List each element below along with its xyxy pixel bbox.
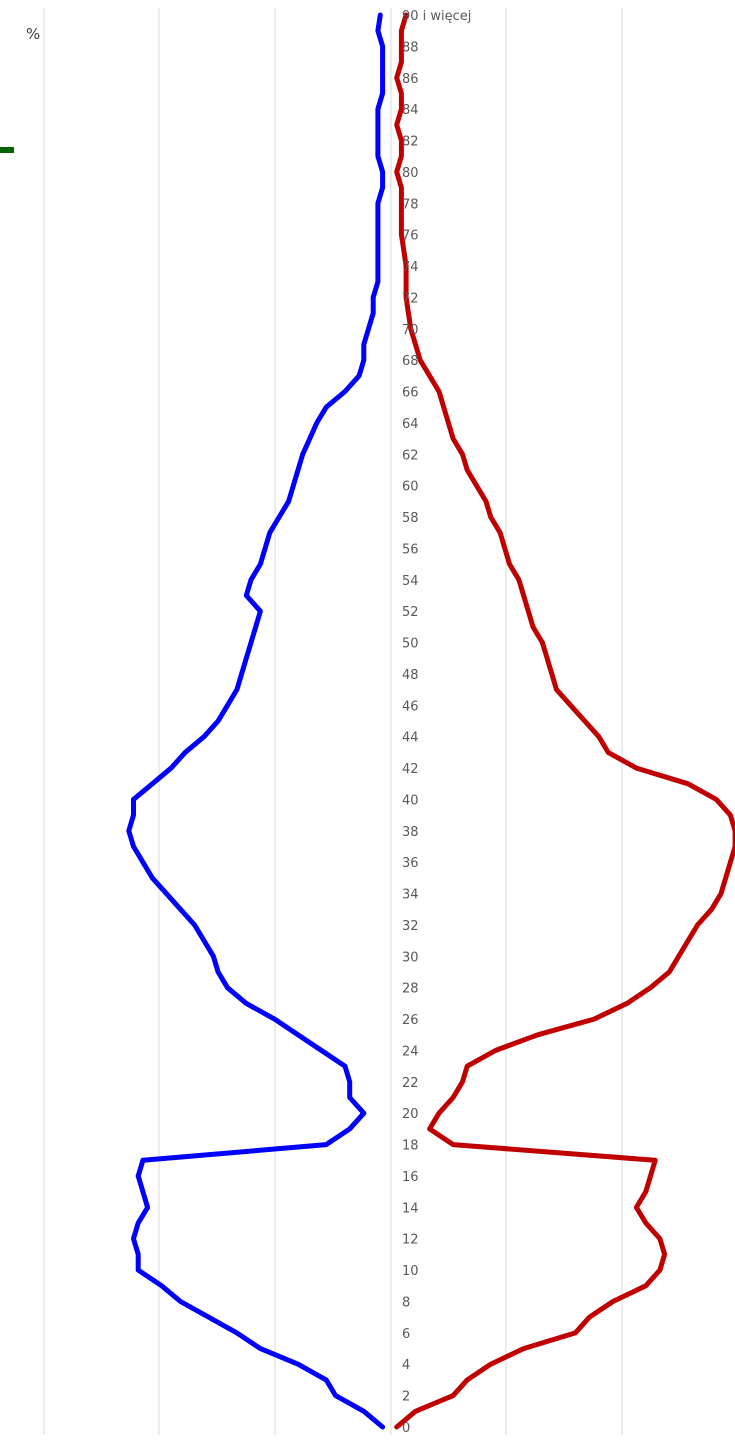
tick-label-24: 24 <box>402 1045 419 1060</box>
tick-label-48: 48 <box>402 668 419 683</box>
series-layer <box>126 12 735 1430</box>
tick-label-46: 46 <box>402 699 419 714</box>
tick-label-74: 74 <box>402 260 419 275</box>
tick-label-18: 18 <box>402 1139 419 1154</box>
tick-label-56: 56 <box>402 542 419 557</box>
tick-label-36: 36 <box>402 856 419 871</box>
tick-label-66: 66 <box>402 386 419 401</box>
tick-label-68: 68 <box>402 354 419 369</box>
tick-label-80: 80 <box>402 166 419 181</box>
series-line-left <box>126 12 386 1430</box>
tick-label-20: 20 <box>402 1107 419 1122</box>
tick-label-14: 14 <box>402 1201 419 1216</box>
tick-label-58: 58 <box>402 511 419 526</box>
tick-label-0: 0 <box>402 1421 410 1436</box>
tick-label-4: 4 <box>402 1358 410 1373</box>
tick-label-62: 62 <box>402 448 419 463</box>
tick-label-32: 32 <box>402 919 419 934</box>
series-line-right <box>394 12 735 1430</box>
tick-label-76: 76 <box>402 229 419 244</box>
tick-label-26: 26 <box>402 1013 419 1028</box>
tick-label-90: 90 i więcej <box>402 9 471 24</box>
tick-label-70: 70 <box>402 323 419 338</box>
tick-label-34: 34 <box>402 888 419 903</box>
unit-label: % <box>26 25 40 43</box>
tick-label-12: 12 <box>402 1233 419 1248</box>
tick-label-8: 8 <box>402 1296 410 1311</box>
age-tick-labels: 0246810121416182022242628303234363840424… <box>402 9 471 1436</box>
tick-label-6: 6 <box>402 1327 410 1342</box>
tick-label-88: 88 <box>402 40 419 55</box>
tick-label-78: 78 <box>402 197 419 212</box>
gridlines <box>43 8 623 1435</box>
tick-label-86: 86 <box>402 72 419 87</box>
tick-label-54: 54 <box>402 574 419 589</box>
tick-label-64: 64 <box>402 417 419 432</box>
tick-label-30: 30 <box>402 950 419 965</box>
tick-label-10: 10 <box>402 1264 419 1279</box>
tick-label-28: 28 <box>402 982 419 997</box>
tick-label-16: 16 <box>402 1170 419 1185</box>
tick-label-44: 44 <box>402 731 419 746</box>
legend-marker <box>0 147 14 153</box>
tick-label-82: 82 <box>402 135 419 150</box>
tick-label-84: 84 <box>402 103 419 118</box>
tick-label-60: 60 <box>402 480 419 495</box>
tick-label-40: 40 <box>402 793 419 808</box>
tick-label-2: 2 <box>402 1390 410 1405</box>
tick-label-22: 22 <box>402 1076 419 1091</box>
tick-label-52: 52 <box>402 605 419 620</box>
tick-label-72: 72 <box>402 291 419 306</box>
tick-label-50: 50 <box>402 637 419 652</box>
tick-label-38: 38 <box>402 825 419 840</box>
tick-label-42: 42 <box>402 762 419 777</box>
